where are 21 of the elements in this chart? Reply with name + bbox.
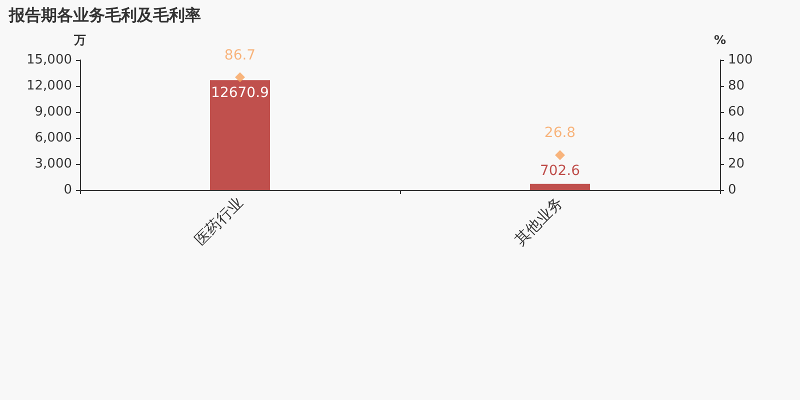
y2-tick-label: 100 — [728, 52, 753, 68]
y-tick-label: 0 — [64, 182, 72, 198]
y2-tick-label: 40 — [728, 130, 745, 146]
y-axis-title: 万 — [73, 33, 86, 47]
y2-tick-label: 20 — [728, 156, 745, 172]
x-tick-label: 医药行业 — [191, 194, 246, 249]
y2-tick-label: 80 — [728, 78, 745, 94]
data-label: 86.7 — [224, 47, 256, 64]
x-tick-label: 其他业务 — [511, 194, 566, 249]
y-tick-label: 3,000 — [34, 156, 72, 172]
y-tick-label: 15,000 — [26, 52, 72, 68]
y2-axis-title: % — [714, 33, 726, 47]
data-label: 702.6 — [540, 162, 580, 179]
y2-tick-label: 0 — [728, 182, 736, 198]
chart-title: 报告期各业务毛利及毛利率 — [8, 6, 201, 24]
y-tick-label: 12,000 — [26, 78, 72, 94]
y2-tick-label: 60 — [728, 104, 745, 120]
data-label: 12670.9 — [211, 85, 269, 102]
data-label: 26.8 — [544, 125, 576, 142]
y-tick-label: 9,000 — [34, 104, 72, 120]
y-tick-label: 6,000 — [34, 130, 72, 146]
